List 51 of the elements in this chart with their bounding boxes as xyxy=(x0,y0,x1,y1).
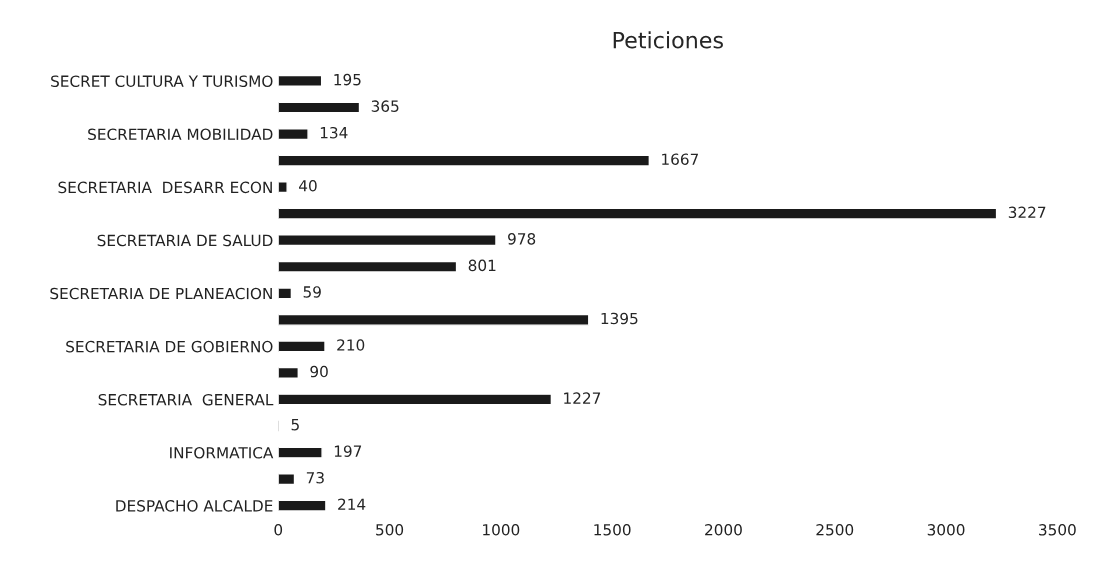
bar xyxy=(278,499,327,512)
y-tick-label: SECRET CULTURA Y TURISMO xyxy=(51,75,273,87)
x-tick-label: 3000 xyxy=(927,524,965,536)
x-tick-label: 1000 xyxy=(483,524,520,536)
x-tick-label: 1500 xyxy=(594,524,631,536)
bar xyxy=(278,234,497,247)
y-tick-label: SECRETARIA DE PLANEACION xyxy=(50,287,272,300)
y-tick-label: DESPACHO ALCALDE xyxy=(116,500,273,512)
bar xyxy=(278,207,998,220)
bar xyxy=(278,340,326,353)
data-label: 59 xyxy=(303,286,321,298)
bar xyxy=(278,128,309,141)
x-tick-label: 3500 xyxy=(1039,524,1076,536)
x-tick-label: 0 xyxy=(274,524,283,536)
y-tick-label: SECRETARIA GENERAL xyxy=(98,393,274,406)
bar xyxy=(278,101,361,114)
data-label: 5 xyxy=(291,419,299,431)
chart-title: Peticiones xyxy=(613,31,723,49)
data-label: 1227 xyxy=(564,392,601,404)
x-tick-label: 2500 xyxy=(816,524,854,536)
data-label: 73 xyxy=(306,471,324,484)
bar xyxy=(278,446,323,459)
data-label: 134 xyxy=(320,126,348,139)
data-label: 214 xyxy=(338,498,366,510)
bar xyxy=(278,154,651,167)
data-label: 1395 xyxy=(601,312,638,325)
x-tick-label: 500 xyxy=(376,524,404,536)
bar xyxy=(278,366,299,379)
data-label: 40 xyxy=(299,179,317,192)
bar xyxy=(278,181,288,194)
y-tick-label: SECRETARIA DESARR ECON xyxy=(58,181,272,194)
bar xyxy=(278,473,296,486)
bar xyxy=(278,313,590,326)
data-label: 195 xyxy=(334,73,361,86)
bar xyxy=(278,260,458,273)
data-label: 210 xyxy=(337,339,365,351)
data-label: 3227 xyxy=(1008,206,1046,219)
y-tick-label: SECRETARIA MOBILIDAD xyxy=(88,128,273,141)
y-tick-label: SECRETARIA DE GOBIERNO xyxy=(66,340,273,353)
data-label: 801 xyxy=(468,259,496,272)
bar xyxy=(278,74,323,87)
data-label: 978 xyxy=(508,233,536,245)
bar xyxy=(278,287,293,300)
y-tick-label: INFORMATICA xyxy=(170,446,274,459)
data-label: 365 xyxy=(371,100,399,112)
data-label: 1667 xyxy=(662,153,699,166)
data-label: 90 xyxy=(310,365,328,378)
y-tick-label: SECRETARIA DE SALUD xyxy=(97,234,273,247)
bar xyxy=(278,393,553,406)
data-label: 197 xyxy=(334,445,362,457)
x-tick-label: 2000 xyxy=(705,524,742,536)
